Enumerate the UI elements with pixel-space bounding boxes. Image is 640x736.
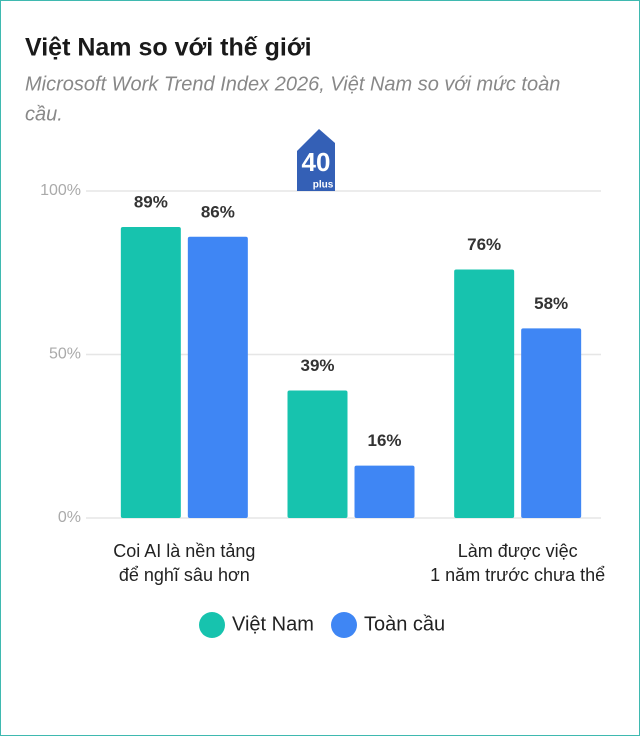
watermark: 40 plus: [297, 129, 335, 191]
value-label: 76%: [467, 235, 501, 254]
y-tick-label: 50%: [49, 346, 81, 363]
bar: [454, 269, 515, 518]
legend-swatch: [331, 612, 357, 638]
value-label: 86%: [201, 202, 235, 221]
y-tick-label: 100%: [40, 182, 81, 199]
chart-title: Việt Nam so với thế giới: [25, 34, 312, 62]
legend-label: Toàn cầu: [364, 613, 445, 635]
logo-number: 40: [302, 147, 331, 177]
logo-shape: [297, 129, 335, 191]
subtitle: cầu.: [25, 103, 63, 125]
bar: [521, 328, 582, 518]
logo-text: plus: [313, 180, 334, 191]
value-label: 39%: [300, 356, 334, 375]
bar: [120, 226, 181, 518]
x-tick-label: Coi AI là nền tảng để nghĩ sâu hơn: [113, 541, 256, 585]
x-tick-label: Làm được việc 1 năm trước chưa thể: [430, 541, 606, 585]
value-label: 89%: [134, 192, 168, 211]
legend-swatch: [199, 612, 225, 638]
value-label: 16%: [367, 431, 401, 450]
bar: [354, 465, 415, 518]
value-label: 58%: [534, 294, 568, 313]
y-tick-label: 0%: [58, 509, 81, 526]
bar: [187, 236, 248, 518]
bar: [287, 390, 348, 518]
legend-label: Việt Nam: [232, 613, 314, 635]
subtitle: Microsoft Work Trend Index 2026, Việt Na…: [25, 73, 560, 95]
